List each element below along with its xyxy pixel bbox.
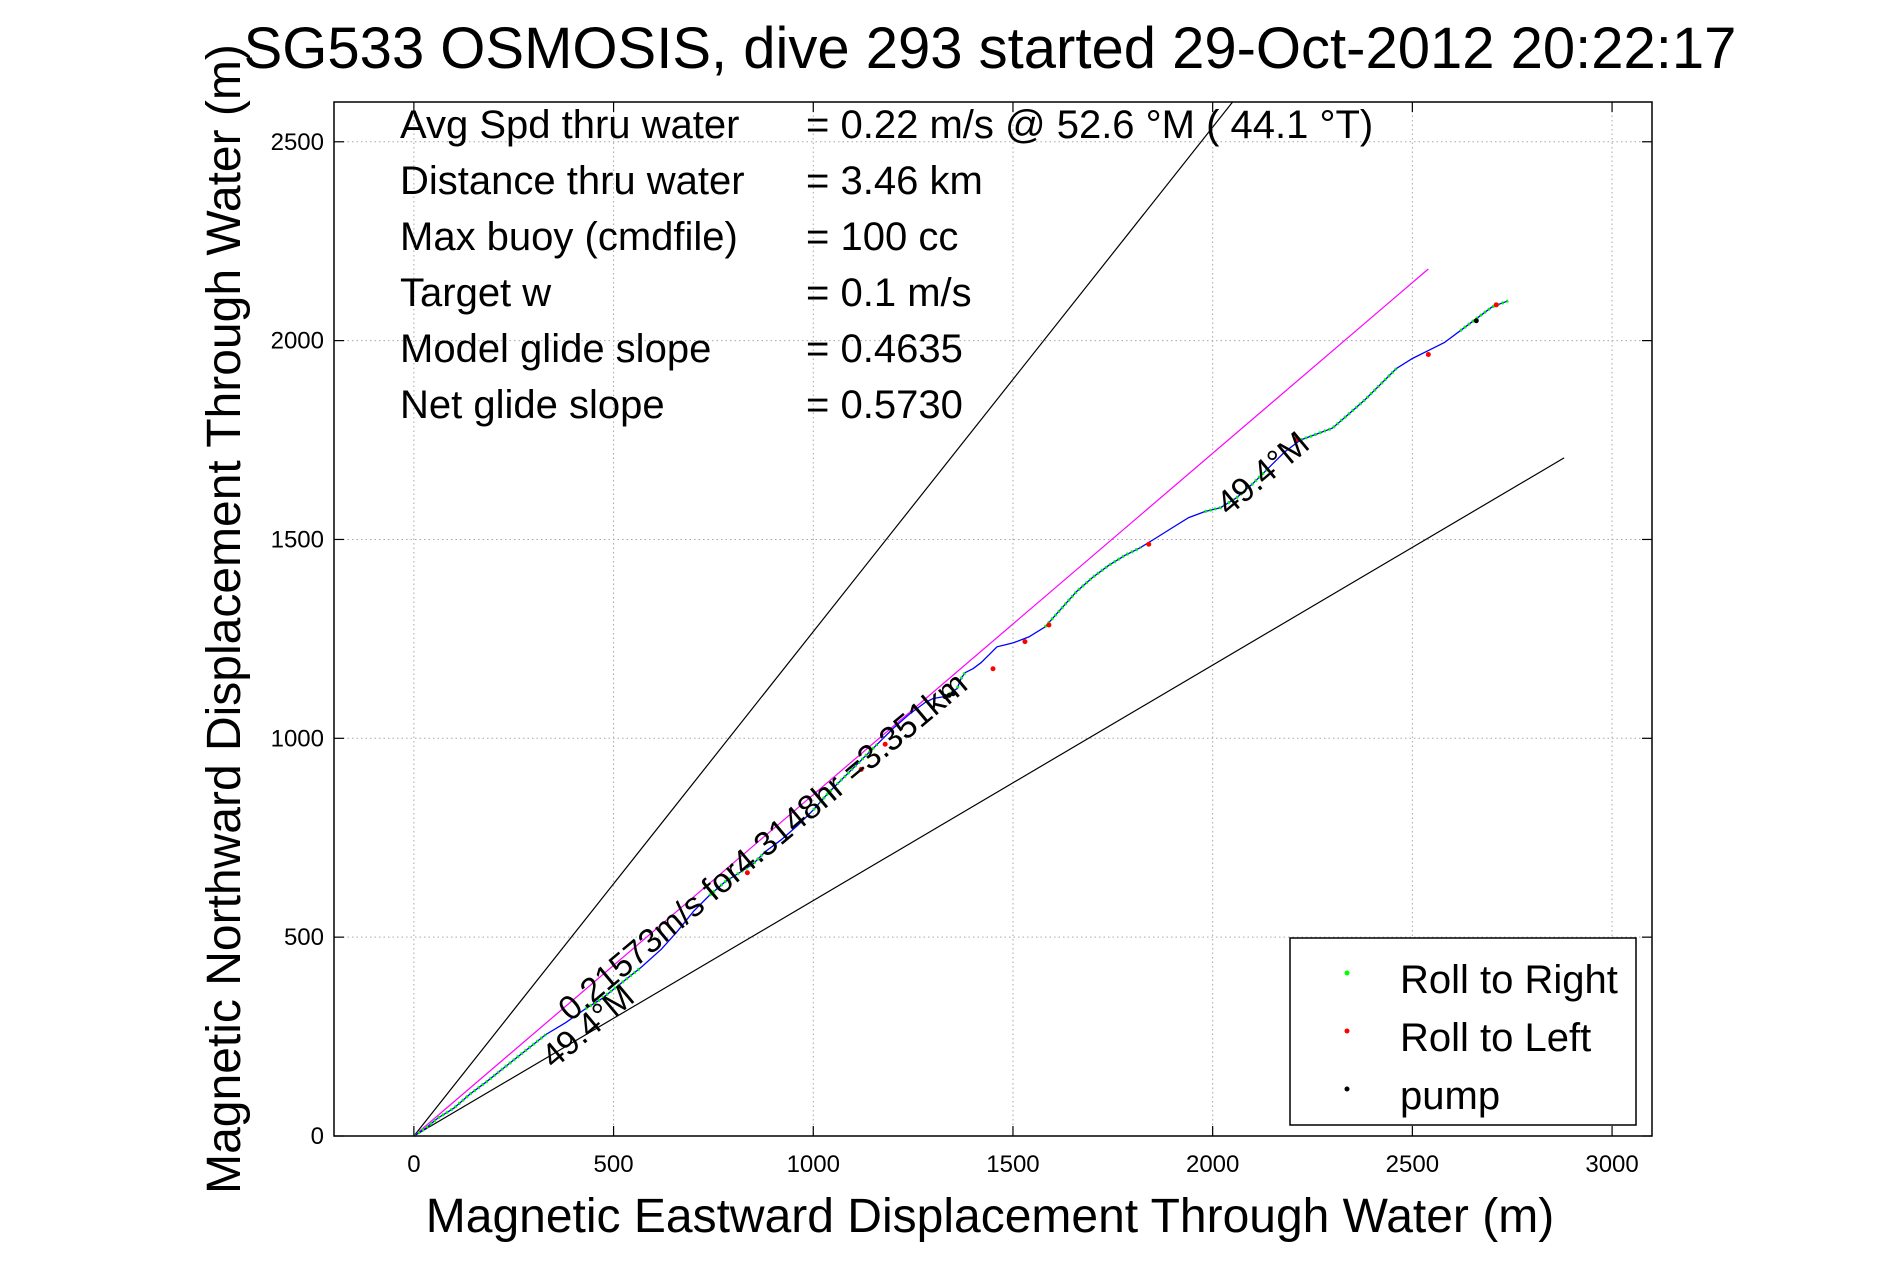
track-line <box>413 300 1509 1137</box>
y-tick-label: 2500 <box>271 129 324 156</box>
chart-title: SG533 OSMOSIS, dive 293 started 29-Oct-2… <box>244 16 1737 81</box>
roll-left-point <box>1146 541 1152 547</box>
stat-label: Model glide slope <box>400 327 711 371</box>
legend-marker-roll-right <box>1344 970 1350 976</box>
roll-left-point <box>1425 352 1431 358</box>
roll-left-point <box>882 741 888 747</box>
stat-label: Distance thru water <box>400 159 745 203</box>
pump-point <box>942 694 948 700</box>
roll-left-point <box>990 666 996 672</box>
roll-right-segment <box>812 743 879 811</box>
y-tick-label: 1000 <box>271 725 324 752</box>
pump-point <box>950 691 956 697</box>
plot-frame <box>333 101 1653 1137</box>
y-tick-label: 1500 <box>271 526 324 553</box>
legend-label: Roll to Right <box>1400 958 1618 1002</box>
legend-marker-pump <box>1344 1086 1350 1092</box>
y-tick-label: 0 <box>311 1123 324 1150</box>
reference-lines <box>413 101 1565 1137</box>
stats-block: Avg Spd thru water = 0.22 m/s @ 52.6 °M … <box>400 103 1373 427</box>
roll-right-segment <box>1299 367 1398 442</box>
stat-value: = 3.46 km <box>806 159 983 203</box>
y-axis-label: Magnetic Northward Displacement Through … <box>198 44 251 1194</box>
stat-value: = 0.22 m/s @ 52.6 °M ( 44.1 °T) <box>806 103 1373 147</box>
reference-line <box>413 457 1565 1137</box>
legend-label: Roll to Left <box>1400 1016 1591 1060</box>
stat-value: = 0.5730 <box>806 383 963 427</box>
stat-label: Avg Spd thru water <box>400 103 739 147</box>
x-tick-label: 500 <box>594 1151 634 1178</box>
roll-right-segment <box>708 850 767 897</box>
roll-left-point <box>1022 639 1028 645</box>
stat-label: Net glide slope <box>400 383 665 427</box>
stat-value: = 0.4635 <box>806 327 963 371</box>
roll-left-point <box>1493 302 1499 308</box>
track-layer <box>413 299 1509 1138</box>
roll-left-point <box>1294 436 1300 442</box>
stat-value: = 0.1 m/s <box>806 271 972 315</box>
x-tick-label: 3000 <box>1585 1151 1638 1178</box>
x-ticks: 0 500 1000 1500 2000 2500 3000 <box>407 102 1639 1178</box>
roll-left-point <box>744 870 750 876</box>
legend-marker-roll-left <box>1344 1028 1350 1034</box>
reference-line <box>413 268 1429 1137</box>
x-axis-label: Magnetic Eastward Displacement Through W… <box>426 1190 1554 1243</box>
legend-label: pump <box>1400 1074 1500 1118</box>
x-tick-label: 1500 <box>986 1151 1039 1178</box>
stat-label: Max buoy (cmdfile) <box>400 215 738 259</box>
y-tick-label: 500 <box>284 924 324 951</box>
x-tick-label: 1000 <box>787 1151 840 1178</box>
pump-point <box>1473 318 1479 324</box>
y-ticks: 0 500 1000 1500 2000 2500 <box>271 129 1652 1150</box>
x-tick-label: 0 <box>407 1151 420 1178</box>
roll-left-point <box>858 766 864 772</box>
pump-point <box>946 692 952 698</box>
roll-right-segment <box>1204 466 1270 514</box>
reference-line <box>413 101 1234 1137</box>
x-tick-label: 2000 <box>1186 1151 1239 1178</box>
marker-layer <box>744 302 1499 876</box>
x-tick-label: 2500 <box>1386 1151 1439 1178</box>
roll-left-point <box>1046 622 1052 628</box>
y-tick-label: 2000 <box>271 328 324 355</box>
roll-right-segment <box>1459 299 1509 332</box>
stat-label: Target w <box>400 271 551 315</box>
roll-right-segment <box>584 965 643 1010</box>
legend: Roll to Right Roll to Left pump <box>1289 937 1637 1126</box>
stat-value: = 100 cc <box>806 215 958 259</box>
